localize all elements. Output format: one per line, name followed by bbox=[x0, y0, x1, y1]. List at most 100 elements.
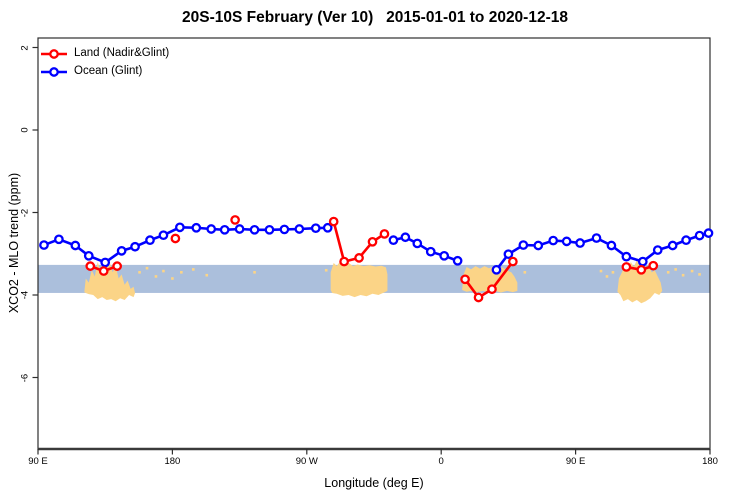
ocean-series-point bbox=[518, 240, 529, 250]
land-speckle bbox=[205, 273, 209, 277]
ocean-series-point bbox=[548, 235, 559, 246]
ocean-series-point bbox=[145, 235, 155, 245]
ocean-series-point bbox=[425, 246, 436, 257]
ocean-series-line bbox=[495, 231, 710, 272]
land-series-point bbox=[460, 274, 470, 285]
land-speckle bbox=[599, 269, 603, 273]
ocean-series-point bbox=[439, 250, 450, 261]
x-tick-label-5: 180 bbox=[702, 456, 718, 467]
land-series-point bbox=[230, 215, 240, 225]
land-speckle bbox=[611, 271, 615, 274]
land-speckle bbox=[253, 271, 256, 274]
land-speckle bbox=[523, 271, 527, 274]
land-series-point bbox=[328, 216, 339, 227]
ocean-series-point bbox=[388, 235, 399, 245]
legend-label-land: Land (Nadir&Glint) bbox=[74, 47, 170, 59]
ocean-series-point bbox=[703, 228, 714, 238]
ocean-series-point bbox=[234, 224, 245, 234]
land-speckle bbox=[674, 268, 677, 271]
ocean-series-point bbox=[694, 230, 705, 241]
chart-title: 20S-10S February (Ver 10) 2015-01-01 to … bbox=[181, 9, 568, 26]
ocean-series-point bbox=[279, 224, 290, 235]
ocean-series-point bbox=[83, 250, 94, 261]
land-speckle bbox=[138, 271, 141, 274]
land-series-point bbox=[98, 266, 109, 276]
land-speckle bbox=[180, 271, 183, 274]
ocean-series-point bbox=[575, 238, 585, 248]
ocean-series-marker-icon bbox=[40, 65, 68, 77]
ocean-series-point bbox=[322, 222, 333, 233]
ocean-series-point bbox=[491, 264, 502, 275]
land-series-point bbox=[487, 284, 497, 295]
ocean-series-point bbox=[206, 224, 217, 234]
ocean-series-point bbox=[503, 249, 514, 260]
land-series-point bbox=[473, 292, 484, 303]
land-speckle bbox=[681, 273, 685, 277]
ocean-series-point bbox=[652, 245, 663, 255]
land-speckle bbox=[171, 277, 174, 280]
ocean-series-point bbox=[400, 232, 411, 243]
ocean-series-point bbox=[264, 224, 275, 235]
ocean-series-point bbox=[412, 238, 423, 249]
ocean-series-point bbox=[294, 224, 305, 234]
ocean-series-point bbox=[310, 223, 321, 234]
y-axis-title: XCO2 - MLO trend (ppm) bbox=[7, 172, 21, 314]
x-tick-label-3: 0 bbox=[438, 456, 444, 467]
land-speckle bbox=[690, 269, 694, 273]
ocean-series-point bbox=[158, 230, 169, 241]
land-series-point bbox=[367, 236, 378, 247]
y-tick-label-3: -4 bbox=[19, 290, 31, 300]
x-tick-label-4: 90 E bbox=[565, 456, 586, 467]
land-series-point bbox=[508, 256, 518, 267]
land-speckle bbox=[145, 266, 149, 270]
ocean-series-point bbox=[39, 240, 49, 250]
land-series-point bbox=[112, 261, 122, 271]
ocean-series-point bbox=[452, 255, 463, 266]
y-tick-label-1: 0 bbox=[19, 127, 31, 133]
ocean-series-point bbox=[100, 257, 111, 268]
land-speckle bbox=[666, 271, 670, 274]
x-tick-label-2: 90 W bbox=[295, 456, 318, 467]
ocean-series-point bbox=[591, 233, 602, 243]
ocean-series-point bbox=[681, 235, 691, 245]
ocean-series-point bbox=[70, 240, 81, 251]
land-series-point bbox=[621, 262, 632, 272]
ocean-series-point bbox=[637, 256, 648, 267]
land-series-point bbox=[339, 256, 349, 267]
land-series-marker-icon bbox=[40, 47, 68, 59]
land-series-point bbox=[170, 233, 181, 244]
land-series-point bbox=[648, 260, 659, 271]
ocean-series-point bbox=[191, 222, 202, 233]
y-tick-label-4: -6 bbox=[19, 373, 31, 382]
legend-item-ocean: Ocean (Glint) bbox=[40, 62, 169, 80]
land-series-point bbox=[85, 261, 96, 271]
ocean-series-point bbox=[667, 240, 678, 251]
ocean-series-point bbox=[130, 241, 140, 252]
ocean-series-point bbox=[621, 251, 632, 262]
ocean-series-point bbox=[219, 224, 230, 235]
land-speckle bbox=[192, 268, 195, 271]
land-region-fill-1 bbox=[330, 262, 388, 298]
land-series-point bbox=[354, 253, 364, 263]
ocean-series-point bbox=[249, 224, 260, 235]
y-tick-label-0: 2 bbox=[19, 44, 31, 51]
land-series-line bbox=[463, 260, 515, 299]
y-tick-label-2: -2 bbox=[19, 208, 31, 217]
x-tick-label-1: 180 bbox=[164, 456, 181, 467]
ocean-series-point bbox=[533, 240, 544, 251]
land-speckle bbox=[162, 269, 165, 273]
land-speckle bbox=[698, 273, 701, 276]
legend-label-ocean: Ocean (Glint) bbox=[74, 65, 143, 77]
legend-item-land: Land (Nadir&Glint) bbox=[40, 44, 169, 62]
ocean-series-point bbox=[561, 236, 572, 247]
land-series-point bbox=[379, 229, 390, 239]
land-speckle bbox=[324, 268, 328, 272]
land-series-point bbox=[636, 264, 647, 275]
ocean-series-point bbox=[175, 222, 185, 233]
x-axis-title: Longitude (deg E) bbox=[324, 476, 424, 490]
legend: Land (Nadir&Glint) Ocean (Glint) bbox=[40, 44, 169, 80]
ocean-series-point bbox=[116, 246, 127, 256]
ocean-series-point bbox=[54, 234, 64, 245]
